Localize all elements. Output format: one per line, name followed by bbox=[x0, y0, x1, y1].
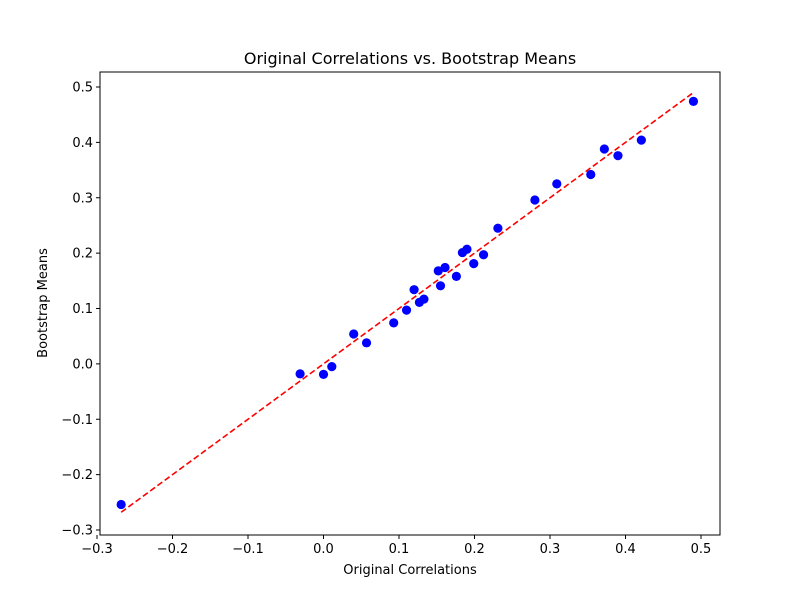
data-point bbox=[327, 362, 337, 372]
data-point bbox=[435, 281, 446, 291]
data-point bbox=[636, 135, 646, 145]
y-tick-label: 0.3 bbox=[72, 191, 93, 206]
x-axis-label: Original Correlations bbox=[343, 563, 477, 578]
data-point bbox=[419, 294, 429, 304]
y-tick-label: 0.1 bbox=[72, 302, 93, 317]
x-tick-label: 0.1 bbox=[389, 542, 410, 557]
data-point bbox=[493, 223, 503, 233]
data-point bbox=[469, 259, 479, 269]
data-point bbox=[349, 329, 359, 339]
data-point bbox=[116, 499, 126, 510]
y-tick-label: 0.2 bbox=[72, 247, 93, 262]
plot-area bbox=[100, 72, 720, 535]
x-tick-label: −0.1 bbox=[232, 542, 264, 557]
data-point bbox=[318, 369, 329, 379]
data-point bbox=[613, 151, 623, 161]
data-point bbox=[599, 144, 609, 154]
reference-line bbox=[120, 91, 694, 513]
data-point bbox=[433, 266, 443, 276]
y-tick-label: −0.2 bbox=[61, 468, 93, 483]
y-axis-label: Bootstrap Means bbox=[36, 248, 51, 358]
x-tick-label: 0.2 bbox=[464, 542, 485, 557]
y-tick-label: −0.1 bbox=[61, 413, 93, 428]
chart-title: Original Correlations vs. Bootstrap Mean… bbox=[244, 49, 576, 68]
plot-frame bbox=[99, 71, 721, 536]
y-tick-label: 0.5 bbox=[72, 81, 93, 96]
data-point bbox=[688, 96, 699, 106]
data-point bbox=[401, 305, 412, 315]
data-point bbox=[451, 271, 461, 281]
data-point bbox=[586, 169, 596, 180]
x-tick-label: 0.5 bbox=[691, 542, 712, 557]
y-tick-label: 0.4 bbox=[72, 136, 93, 151]
x-tick-label: 0.4 bbox=[615, 542, 636, 557]
data-point bbox=[530, 195, 540, 205]
data-point bbox=[361, 338, 372, 348]
data-point bbox=[389, 318, 399, 328]
y-tick-label: 0.0 bbox=[72, 357, 93, 372]
x-axis-ticks: −0.3 −0.2 −0.1 0.0 0.1 0.2 0.3 0.4 0.5 bbox=[81, 535, 711, 557]
data-point bbox=[295, 369, 305, 379]
data-point bbox=[478, 250, 489, 260]
data-point bbox=[409, 285, 419, 295]
x-tick-label: 0.0 bbox=[313, 542, 334, 557]
reference-line-layer bbox=[120, 91, 694, 513]
data-point bbox=[462, 244, 472, 254]
data-points-layer bbox=[116, 96, 699, 510]
x-tick-label: 0.3 bbox=[540, 542, 561, 557]
data-point bbox=[440, 262, 450, 273]
data-point bbox=[552, 179, 562, 189]
y-tick-label: −0.3 bbox=[61, 524, 93, 539]
x-tick-label: −0.3 bbox=[81, 542, 113, 557]
x-tick-label: −0.2 bbox=[157, 542, 189, 557]
y-axis-ticks: −0.3 −0.2 −0.1 0.0 0.1 0.2 0.3 0.4 0.5 bbox=[61, 81, 100, 539]
